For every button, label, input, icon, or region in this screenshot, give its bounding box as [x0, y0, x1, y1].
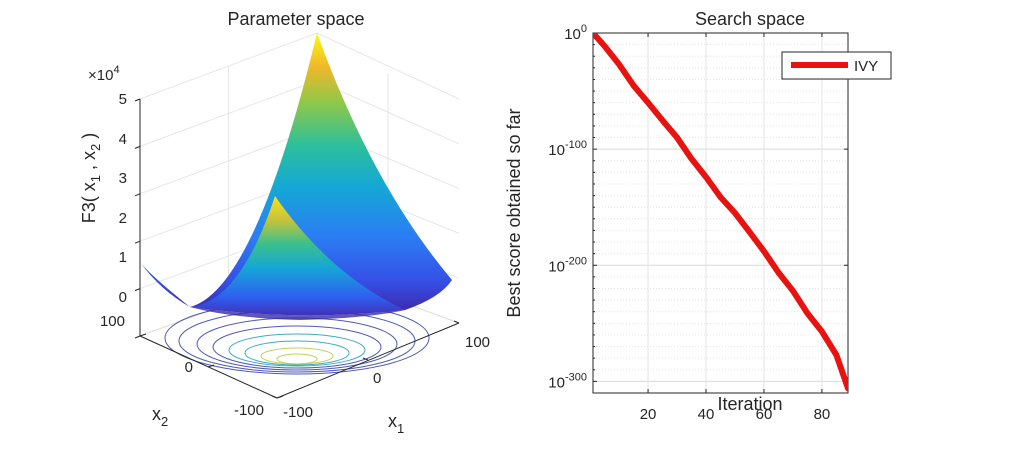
z-tick [134, 335, 141, 339]
x-tick-label: 20 [640, 406, 657, 423]
x2-tick-label: 0 [185, 359, 193, 376]
x-axis-label: Iteration [717, 394, 782, 414]
plot-frame [592, 32, 849, 394]
contour-ring [228, 333, 366, 367]
y-tick-label: 10-100 [548, 139, 587, 159]
x1-tick [271, 395, 278, 399]
right-chart-title: Search space [695, 9, 805, 29]
legend: IVY [781, 51, 892, 80]
contour-ring [276, 353, 318, 365]
plot-area [593, 33, 848, 393]
series-line-ivy [593, 33, 848, 392]
surface-back-sheet [140, 33, 452, 315]
z-tick-label: 0 [119, 289, 127, 306]
x2-tick [276, 395, 284, 399]
y-tick-labels: 100 10-100 10-200 10-300 [548, 23, 587, 391]
z-tick [134, 288, 141, 292]
x2-axis-label: x2 [152, 404, 168, 429]
z-tick-label: 4 [119, 131, 127, 148]
search-space-plot: 20 40 60 80 100 10-100 10-200 10-300 IVY Itera… [504, 9, 892, 423]
x2-tick [139, 333, 147, 337]
z-multiplier: ×104 [88, 64, 120, 84]
contour-ring [260, 347, 334, 365]
x-tick-label: 80 [814, 406, 831, 423]
y-tick-label: 10-200 [548, 255, 587, 275]
y-tick-label: 10-300 [548, 371, 587, 391]
x1-tick-label: 0 [373, 370, 381, 387]
z-tick [134, 145, 141, 149]
x1-tick-labels: -100 0 100 [283, 334, 490, 421]
x2-tick-labels: -100 0 100 [100, 313, 264, 419]
y-axis-label: Best score obtained so far [504, 108, 524, 317]
z-tick-label: 1 [119, 249, 127, 266]
z-tick [134, 98, 141, 102]
parameter-space-plot: 0 1 2 3 4 5 ×104 -100 0 100 -100 0 100 x… [79, 9, 490, 436]
x2-tick-label: 100 [100, 313, 125, 330]
x-tick-label: 60 [756, 406, 773, 423]
x1-tick-label: -100 [283, 404, 313, 421]
surface-trough [190, 307, 405, 320]
x1-axis-label: x1 [388, 411, 404, 436]
x1-tick [362, 357, 369, 361]
x1-tick [453, 320, 460, 324]
contour-ring [212, 325, 382, 369]
z-tick [134, 240, 141, 244]
y-tick-label: 100 [564, 23, 587, 43]
x-tick-labels: 20 40 60 80 [640, 406, 831, 423]
x2-tick [207, 364, 215, 368]
x1-tick-label: 100 [465, 334, 490, 351]
z-tick-label: 5 [119, 91, 127, 108]
contour-ring [244, 340, 350, 366]
legend-label-ivy: IVY [854, 58, 878, 75]
x2-tick-label: -100 [234, 402, 264, 419]
surface-front-ridge [190, 196, 405, 316]
z-axis-label: F3( x1 , x2 ) [79, 133, 103, 224]
surface [140, 33, 452, 320]
x-tick-label: 40 [698, 406, 715, 423]
x1-axis-line [276, 322, 460, 399]
z-tick-labels: 0 1 2 3 4 5 [119, 91, 127, 306]
left-chart-title: Parameter space [227, 9, 364, 29]
z-tick-label: 2 [119, 210, 127, 227]
z-tick-label: 3 [119, 170, 127, 187]
z-tick [134, 193, 141, 197]
3d-axis-ticks [134, 98, 460, 399]
